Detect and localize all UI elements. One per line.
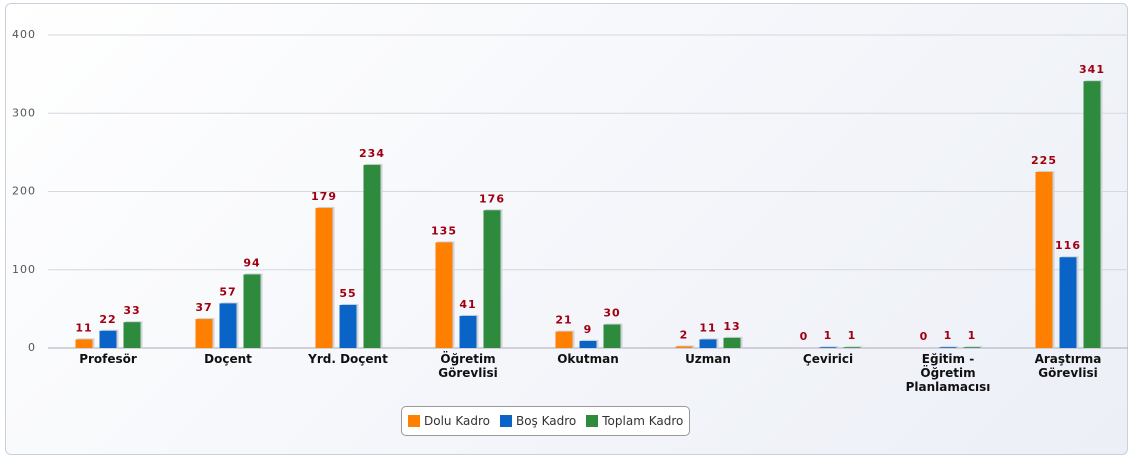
- bar: [195, 319, 213, 348]
- bar-shadow: [941, 346, 959, 348]
- chart-frame: [5, 3, 1128, 455]
- x-tick-label: Yrd. Doçent: [308, 352, 388, 366]
- x-tick-label: Okutman: [557, 352, 619, 366]
- x-tick-label: Uzman: [685, 352, 731, 366]
- value-label: 116: [1055, 239, 1081, 252]
- value-label: 37: [195, 301, 212, 314]
- bar: [819, 347, 837, 348]
- legend-label: Toplam Kadro: [602, 414, 684, 428]
- bar-shadow: [917, 347, 935, 348]
- legend-swatch: [586, 415, 599, 427]
- value-label: 11: [75, 321, 92, 334]
- value-label: 341: [1079, 63, 1105, 76]
- value-label: 1: [968, 329, 977, 342]
- value-label: 176: [479, 192, 505, 205]
- value-label: 57: [219, 285, 236, 298]
- bar: [1059, 257, 1077, 348]
- bar: [963, 347, 981, 348]
- bar: [219, 303, 237, 348]
- x-tick-label: Doçent: [204, 352, 252, 366]
- bar: [363, 164, 381, 348]
- legend-item: Boş Kadro: [499, 414, 577, 428]
- value-label: 0: [800, 330, 809, 343]
- value-label: 21: [555, 314, 572, 327]
- bar: [843, 347, 861, 348]
- legend-label: Dolu Kadro: [424, 414, 490, 428]
- bar: [1083, 81, 1101, 348]
- value-label: 41: [459, 298, 476, 311]
- bar-shadow: [821, 346, 839, 348]
- bar-shadow: [797, 347, 815, 348]
- bar: [459, 315, 477, 348]
- x-tick-label: Eğitim - Öğretim Planlamacısı: [905, 352, 991, 394]
- legend-label: Boş Kadro: [515, 414, 577, 428]
- value-label: 135: [431, 224, 457, 237]
- legend: Dolu Kadro Boş Kadro Toplam Kadro: [401, 406, 691, 436]
- value-label: 1: [824, 329, 833, 342]
- y-tick-label: 200: [12, 185, 36, 198]
- value-label: 225: [1031, 154, 1057, 167]
- x-tick-label: Araştırma Görevlisi: [1034, 352, 1102, 380]
- y-tick-label: 100: [12, 263, 36, 276]
- value-label: 30: [603, 307, 620, 320]
- y-tick-label: 300: [12, 106, 36, 119]
- bar: [555, 331, 573, 348]
- x-tick-label: Öğretim Görevlisi: [438, 352, 498, 380]
- value-label: 1: [944, 329, 953, 342]
- x-tick-label: Profesör: [79, 352, 137, 366]
- legend-item: Toplam Kadro: [586, 414, 683, 428]
- value-label: 55: [339, 287, 356, 300]
- bar: [939, 347, 957, 348]
- bar: [75, 339, 93, 348]
- value-label: 11: [699, 321, 716, 334]
- bar: [579, 340, 597, 348]
- bar: [339, 304, 357, 348]
- value-label: 22: [99, 313, 116, 326]
- value-label: 94: [243, 256, 260, 269]
- bar: [603, 324, 621, 348]
- bar: [99, 330, 117, 348]
- legend-swatch: [408, 415, 420, 427]
- value-label: 179: [311, 190, 337, 203]
- value-label: 13: [723, 320, 740, 333]
- value-label: 9: [584, 323, 593, 336]
- bar: [699, 339, 717, 348]
- x-tick-label: Çevirici: [802, 352, 854, 366]
- value-label: 1: [848, 329, 857, 342]
- value-label: 0: [920, 330, 929, 343]
- bar: [483, 210, 501, 348]
- bar: [1035, 171, 1053, 348]
- bar: [435, 242, 453, 348]
- bar: [723, 337, 741, 348]
- legend-swatch: [499, 415, 512, 427]
- value-label: 2: [680, 328, 689, 341]
- bar: [315, 207, 333, 348]
- bar: [123, 322, 141, 348]
- legend-item: Dolu Kadro: [408, 414, 490, 428]
- bar: [675, 346, 693, 348]
- bar-shadow: [845, 346, 863, 348]
- bar-shadow: [965, 346, 983, 348]
- bar: [243, 274, 261, 348]
- value-label: 33: [123, 304, 140, 317]
- value-label: 234: [359, 147, 385, 160]
- y-tick-label: 400: [12, 28, 36, 41]
- y-tick-label: 0: [28, 341, 36, 354]
